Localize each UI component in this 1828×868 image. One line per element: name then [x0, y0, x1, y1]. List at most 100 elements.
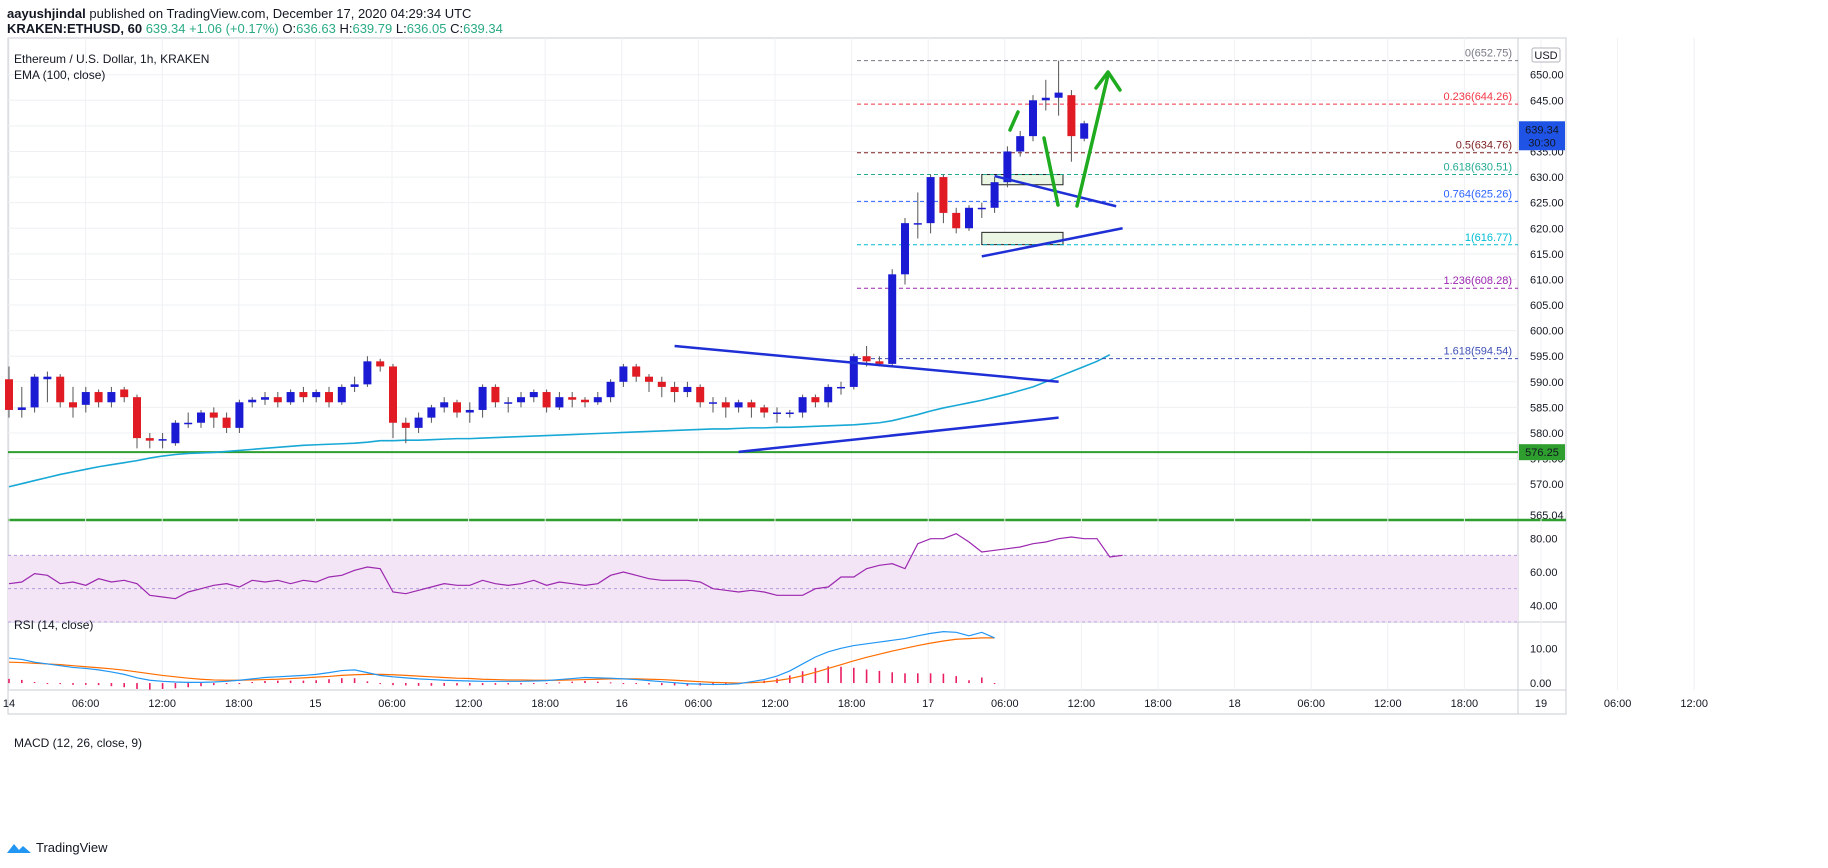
- time-tick-label: 14: [3, 698, 15, 710]
- price-tick-label: 630.00: [1530, 172, 1564, 184]
- price-tick-label: 600.00: [1530, 326, 1564, 338]
- candle-body: [965, 207, 973, 229]
- macd-histogram-bar: [392, 683, 394, 686]
- support-zone-box: [981, 174, 1064, 186]
- candle-body: [209, 412, 218, 418]
- candle-body: [1080, 123, 1089, 139]
- macd-histogram-bar: [827, 666, 829, 684]
- macd-histogram-bar: [661, 683, 663, 686]
- candle-body: [197, 412, 205, 423]
- candle-body: [619, 366, 628, 382]
- candle-body: [325, 392, 333, 403]
- candle-body: [30, 376, 39, 408]
- price-label-text: 639.34: [1525, 124, 1559, 136]
- candle-body: [798, 397, 807, 413]
- price-tick-label: 625.00: [1530, 198, 1564, 210]
- macd-histogram-bar: [494, 683, 497, 685]
- rsi-tick-label: 60.00: [1530, 567, 1558, 579]
- macd-histogram-bar: [46, 683, 49, 685]
- rsi-tick-label: 40.00: [1530, 600, 1558, 612]
- time-tick-label: 17: [922, 698, 934, 710]
- macd-histogram-bar: [533, 683, 535, 685]
- candle-body: [529, 392, 538, 398]
- footer-brand[interactable]: TradingView: [6, 840, 108, 855]
- macd-histogram-bar: [328, 679, 330, 684]
- candle-body: [913, 223, 922, 225]
- candle-body: [734, 402, 743, 408]
- time-tick-label: 12:00: [761, 698, 789, 710]
- candle-body: [926, 177, 935, 224]
- candle-body: [504, 402, 513, 404]
- macd-histogram-bar: [136, 683, 138, 689]
- trend-line: [674, 344, 1059, 384]
- candle-body: [862, 356, 871, 362]
- candle-body: [376, 361, 385, 367]
- time-tick-label: 18:00: [225, 698, 253, 710]
- candle-body: [824, 386, 833, 403]
- candle-body: [1016, 136, 1025, 152]
- macd-histogram-bar: [97, 683, 100, 686]
- macd-histogram-bar: [72, 683, 74, 685]
- time-tick-label: 06:00: [685, 698, 713, 710]
- candle-body: [875, 361, 884, 364]
- author-name[interactable]: aayushjindal: [7, 6, 86, 21]
- macd-tick-label: 0.00: [1530, 678, 1551, 690]
- candle-body: [56, 376, 65, 403]
- price-tick-label: 650.00: [1530, 70, 1564, 82]
- macd-histogram-bar: [968, 680, 970, 684]
- candle-body: [657, 381, 666, 387]
- time-tick-label: 18:00: [531, 698, 559, 710]
- support-zone-box: [981, 231, 1064, 246]
- time-tick-label: 16: [616, 698, 628, 710]
- candle-body: [593, 397, 602, 403]
- ema-legend: EMA (100, close): [14, 68, 105, 82]
- candle-body: [17, 407, 26, 410]
- macd-histogram-bar: [251, 682, 253, 684]
- macd-histogram-bar: [302, 680, 305, 684]
- time-tick-label: 12:00: [1068, 698, 1096, 710]
- macd-histogram-bar: [341, 678, 343, 684]
- time-tick-label: 18:00: [1144, 698, 1172, 710]
- time-tick-label: 06:00: [1604, 698, 1632, 710]
- macd-histogram-bar: [981, 677, 983, 684]
- macd-histogram-bar: [264, 680, 266, 684]
- price-tick-label: 570.00: [1530, 479, 1564, 491]
- macd-histogram-bar: [289, 680, 292, 684]
- macd-histogram-bar: [21, 679, 23, 684]
- macd-histogram-bar: [110, 683, 113, 687]
- price-label-box: [1519, 121, 1565, 138]
- tradingview-logo-icon: [7, 843, 31, 853]
- candle-body: [337, 386, 346, 403]
- candle-body: [465, 409, 474, 413]
- candle-body: [158, 439, 167, 441]
- macd-histogram-bar: [417, 683, 420, 686]
- projection-path: [1008, 73, 1110, 208]
- candle-body: [491, 386, 500, 403]
- candle-body: [837, 386, 845, 389]
- low-value: 636.05: [406, 21, 447, 36]
- candle-body: [1067, 95, 1076, 137]
- close-label: C:: [450, 21, 464, 36]
- candle-body: [849, 356, 858, 387]
- price-tick-label: 645.00: [1530, 95, 1564, 107]
- currency-badge[interactable]: [1531, 47, 1561, 63]
- macd-histogram-bar: [174, 683, 177, 689]
- candle-body: [517, 397, 525, 403]
- fib-level-label: 0.236(644.26): [1444, 91, 1513, 103]
- candle-body: [645, 376, 653, 382]
- candle-body: [184, 422, 193, 425]
- price-tick-label: 590.00: [1530, 377, 1564, 389]
- time-tick-label: 12:00: [455, 698, 483, 710]
- candle-body: [171, 422, 180, 444]
- candle-body: [939, 177, 948, 213]
- macd-histogram-bar: [597, 681, 599, 684]
- candle-body: [568, 397, 577, 400]
- macd-histogram-bar: [840, 666, 842, 684]
- macd-histogram-bar: [238, 683, 241, 685]
- candle-body: [120, 389, 129, 398]
- macd-histogram-bar: [622, 683, 625, 685]
- currency-label: USD: [1534, 50, 1557, 62]
- candle-body: [555, 397, 564, 408]
- candle-body: [363, 361, 372, 385]
